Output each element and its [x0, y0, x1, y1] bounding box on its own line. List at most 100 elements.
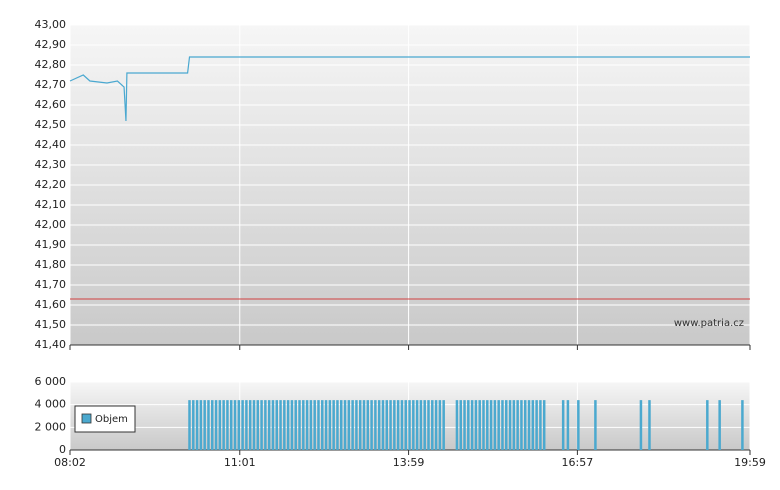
volume-bar	[381, 400, 385, 450]
volume-bar	[408, 400, 411, 450]
volume-bar	[275, 400, 279, 450]
y-tick-label: 42,50	[35, 118, 67, 131]
volume-bar	[718, 400, 721, 450]
volume-bar	[260, 400, 263, 450]
volume-bar	[222, 400, 225, 450]
volume-bar	[467, 400, 470, 450]
volume-bar	[377, 400, 381, 450]
volume-bar	[531, 400, 535, 450]
volume-bar	[245, 400, 248, 450]
volume-bar	[404, 400, 407, 450]
y-tick-label: 0	[59, 443, 66, 456]
volume-bar	[535, 400, 538, 450]
volume-bar	[527, 400, 531, 450]
y-tick-label: 6 000	[35, 375, 67, 388]
volume-bar	[501, 400, 504, 450]
volume-bar	[218, 400, 222, 450]
y-tick-label: 43,00	[35, 18, 67, 31]
volume-bar	[523, 400, 527, 450]
volume-bar	[211, 400, 214, 450]
volume-bar	[474, 400, 478, 450]
y-tick-label: 42,20	[35, 178, 67, 191]
volume-bar	[512, 400, 516, 450]
volume-bar	[286, 400, 290, 450]
volume-bar	[478, 400, 481, 450]
watermark: www.patria.cz	[674, 318, 744, 329]
volume-bar	[486, 400, 489, 450]
volume-bar	[442, 400, 445, 450]
volume-bar	[309, 400, 313, 450]
volume-bar	[389, 400, 392, 450]
volume-bar	[294, 400, 297, 450]
volume-bar	[415, 400, 419, 450]
price-line	[69, 56, 750, 122]
volume-bar	[493, 400, 497, 450]
volume-bar	[516, 400, 519, 450]
volume-bar	[229, 400, 233, 450]
volume-bar	[248, 400, 252, 450]
volume-bar	[305, 400, 309, 450]
volume-bar	[256, 400, 260, 450]
volume-bar	[358, 400, 362, 450]
y-tick-label: 41,80	[35, 258, 67, 271]
volume-bar	[347, 400, 351, 450]
y-tick-label: 41,70	[35, 278, 67, 291]
volume-bar	[438, 400, 442, 450]
x-tick-label: 19:59	[734, 456, 766, 469]
y-tick-label: 41,60	[35, 298, 67, 311]
volume-bar	[279, 400, 282, 450]
volume-bar	[561, 400, 565, 450]
volume-bar	[362, 400, 366, 450]
y-tick-label: 41,40	[35, 338, 67, 351]
legend-swatch	[81, 413, 92, 424]
volume-bar	[393, 400, 396, 450]
volume-bar	[434, 400, 438, 450]
volume-bar	[214, 400, 218, 450]
volume-bar	[226, 400, 229, 450]
volume-bar	[252, 400, 256, 450]
volume-bar	[264, 400, 267, 450]
volume-bar	[385, 400, 389, 450]
volume-bar	[328, 400, 332, 450]
y-tick-label: 2 000	[35, 420, 67, 433]
volume-bar	[594, 400, 597, 450]
volume-bar	[741, 400, 744, 450]
volume-bar	[455, 400, 459, 450]
volume-bar	[343, 400, 347, 450]
volume-bar	[271, 400, 275, 450]
volume-bar	[355, 400, 358, 450]
volume-bar	[648, 400, 651, 450]
y-tick-label: 42,30	[35, 158, 67, 171]
volume-bar	[207, 400, 210, 450]
y-tick-label: 42,60	[35, 98, 67, 111]
y-tick-label: 42,40	[35, 138, 67, 151]
volume-bar	[317, 400, 320, 450]
y-tick-label: 41,90	[35, 238, 67, 251]
volume-bar	[470, 400, 474, 450]
volume-bar	[332, 400, 335, 450]
y-tick-label: 42,10	[35, 198, 67, 211]
volume-bar	[324, 400, 328, 450]
x-tick-label: 13:59	[393, 456, 425, 469]
volume-bar	[298, 400, 301, 450]
y-tick-label: 4 000	[35, 398, 67, 411]
volume-bar	[520, 400, 523, 450]
volume-bar	[370, 400, 373, 450]
y-tick-label: 41,50	[35, 318, 67, 331]
volume-bar	[542, 400, 546, 450]
volume-bar	[351, 400, 354, 450]
y-tick-label: 42,00	[35, 218, 67, 231]
volume-bar	[366, 400, 370, 450]
volume-bar	[577, 400, 580, 450]
volume-bar	[482, 400, 485, 450]
volume-bar	[706, 400, 709, 450]
volume-bar	[188, 400, 191, 450]
volume-bar	[396, 400, 400, 450]
volume-bar	[241, 400, 244, 450]
volume-bar	[233, 400, 237, 450]
volume-bar	[302, 400, 305, 450]
volume-bar	[203, 400, 206, 450]
y-tick-label: 42,70	[35, 78, 67, 91]
volume-bar	[267, 400, 271, 450]
legend-label: Objem	[95, 414, 128, 425]
